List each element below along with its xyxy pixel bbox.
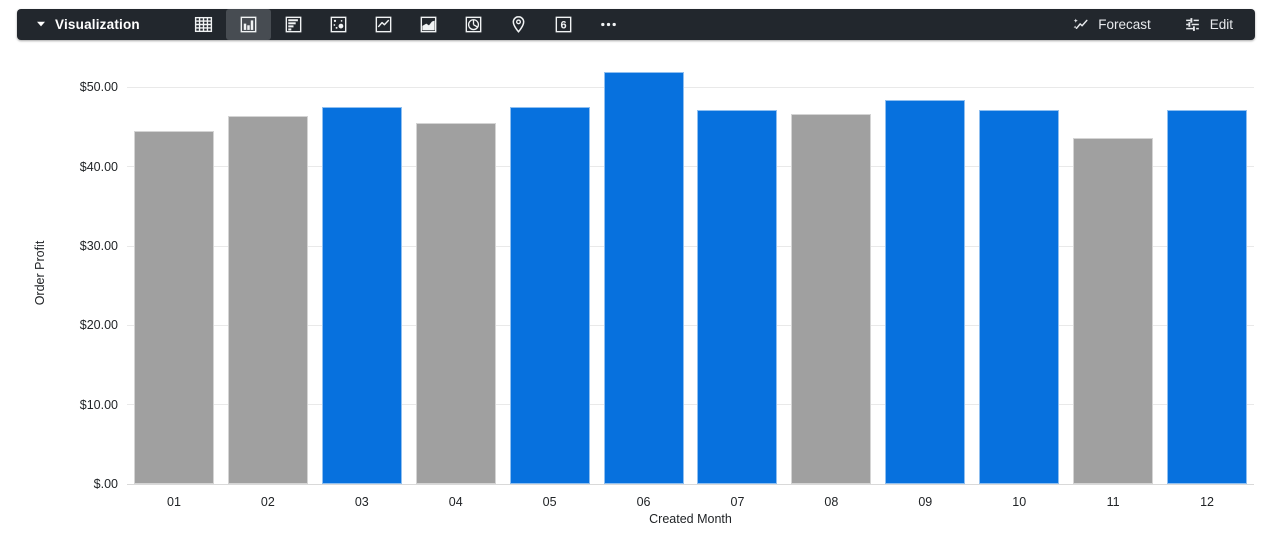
bar-month-10[interactable] [979, 109, 1060, 484]
bar-month-03[interactable] [321, 107, 402, 484]
visualization-toolbar: Visualization 6 Forecast [17, 9, 1255, 40]
tune-sliders-icon [1183, 15, 1202, 34]
y-tick-label: $50.00 [79, 80, 118, 95]
bar-month-08[interactable] [791, 114, 872, 484]
visualization-section-header[interactable]: Visualization [17, 9, 140, 40]
x-tick-label: 04 [448, 495, 463, 509]
edit-button[interactable]: Edit [1183, 15, 1233, 34]
chart-type-area-icon[interactable] [406, 9, 451, 40]
forecast-button[interactable]: Forecast [1071, 15, 1151, 34]
x-tick-label: 12 [1200, 495, 1214, 509]
gridline [127, 324, 1254, 326]
bar-month-05[interactable] [509, 107, 590, 484]
chart-type-pie-icon[interactable] [451, 9, 496, 40]
chart-type-bar-icon[interactable] [271, 9, 316, 40]
bar-month-02[interactable] [227, 115, 308, 484]
bar-month-07[interactable] [697, 110, 778, 484]
y-tick-label: $10.00 [79, 397, 118, 412]
bar-month-01[interactable] [133, 131, 214, 484]
toolbar-title: Visualization [55, 17, 140, 32]
bar-month-04[interactable] [415, 123, 496, 484]
bar-month-09[interactable] [885, 100, 966, 484]
svg-text:6: 6 [560, 19, 566, 31]
x-tick-label: 11 [1106, 495, 1120, 509]
bar-month-11[interactable] [1073, 138, 1154, 484]
gridline [127, 166, 1254, 168]
x-axis-title: Created Month [649, 512, 732, 526]
forecast-button-label: Forecast [1098, 17, 1151, 32]
gridline [127, 86, 1254, 88]
toolbar-right-actions: Forecast Edit [1071, 9, 1255, 40]
chart-type-scatter-icon[interactable] [316, 9, 361, 40]
x-tick-label: 07 [730, 495, 745, 509]
gridline [127, 245, 1254, 247]
chart-type-column-icon[interactable] [226, 9, 271, 40]
edit-button-label: Edit [1209, 17, 1233, 32]
gridline [127, 404, 1254, 406]
y-tick-label: $.00 [93, 477, 118, 491]
x-tick-label: 03 [354, 495, 369, 509]
x-tick-label: 06 [636, 495, 651, 509]
chart-type-strip: 6 [181, 9, 631, 40]
x-tick-label: 02 [260, 495, 275, 509]
y-tick-label: $40.00 [79, 159, 118, 174]
chart-type-table-icon[interactable] [181, 9, 226, 40]
x-tick-label: 10 [1012, 495, 1027, 509]
forecast-sparkline-icon [1071, 15, 1090, 34]
bar-month-12[interactable] [1167, 109, 1248, 484]
x-tick-label: 09 [918, 495, 933, 509]
x-tick-label: 01 [167, 495, 181, 509]
x-tick-label: 08 [824, 495, 839, 509]
chart-type-line-icon[interactable] [361, 9, 406, 40]
chart-type-more-icon[interactable] [586, 9, 631, 40]
bar-month-06[interactable] [603, 72, 684, 484]
x-tick-label: 05 [542, 495, 557, 509]
x-axis-line [127, 483, 1254, 485]
chart-type-single-value-icon[interactable]: 6 [541, 9, 586, 40]
y-tick-label: $20.00 [79, 318, 118, 333]
caret-down-icon[interactable] [36, 16, 46, 34]
y-tick-label: $30.00 [79, 239, 118, 254]
chart-type-map-icon[interactable] [496, 9, 541, 40]
